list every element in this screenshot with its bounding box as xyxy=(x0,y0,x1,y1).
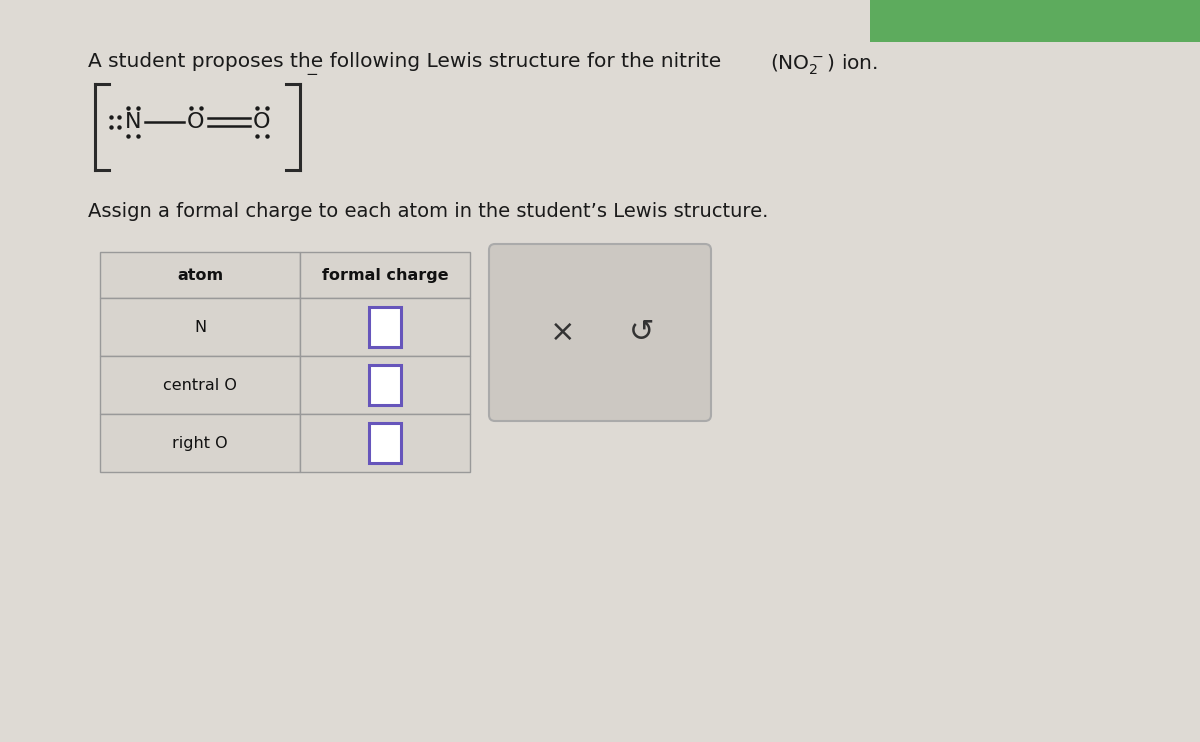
Text: right O: right O xyxy=(172,436,228,450)
Text: ×: × xyxy=(550,318,575,347)
Bar xyxy=(370,307,401,347)
Text: O: O xyxy=(253,112,271,132)
Text: atom: atom xyxy=(176,268,223,283)
Bar xyxy=(870,0,1200,42)
Text: central O: central O xyxy=(163,378,236,393)
Bar xyxy=(100,414,300,472)
Text: −: − xyxy=(305,67,318,82)
Bar xyxy=(300,356,470,414)
Text: N: N xyxy=(194,320,206,335)
Bar xyxy=(100,252,300,298)
Text: ↺: ↺ xyxy=(629,318,655,347)
Text: N: N xyxy=(125,112,142,132)
Bar xyxy=(100,298,300,356)
Bar xyxy=(300,414,470,472)
Text: O: O xyxy=(187,112,205,132)
FancyBboxPatch shape xyxy=(490,244,710,421)
Bar xyxy=(300,298,470,356)
Text: Assign a formal charge to each atom in the student’s Lewis structure.: Assign a formal charge to each atom in t… xyxy=(88,202,768,221)
Bar xyxy=(370,423,401,463)
Text: $\left(\mathrm{NO_2^-}\right)$ ion.: $\left(\mathrm{NO_2^-}\right)$ ion. xyxy=(770,52,878,76)
Bar xyxy=(100,356,300,414)
Bar xyxy=(300,252,470,298)
Bar xyxy=(370,365,401,405)
Text: formal charge: formal charge xyxy=(322,268,449,283)
Text: A student proposes the following Lewis structure for the nitrite: A student proposes the following Lewis s… xyxy=(88,52,721,71)
